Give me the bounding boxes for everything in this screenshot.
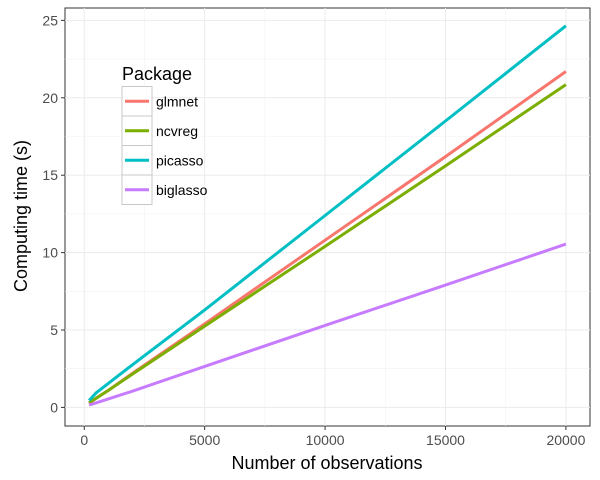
legend-label-picasso: picasso — [156, 152, 204, 168]
y-axis-title: Computing time (s) — [11, 140, 31, 292]
legend-label-ncvreg: ncvreg — [156, 123, 198, 139]
x-tick-label: 10000 — [306, 432, 345, 448]
y-tick-label: 5 — [50, 322, 58, 338]
y-tick-label: 15 — [42, 167, 58, 183]
x-tick-label: 5000 — [189, 432, 220, 448]
series-line-ncvreg — [88, 83, 567, 405]
x-tick-label: 20000 — [546, 432, 585, 448]
series-line-biglasso — [88, 242, 567, 407]
x-axis-title: Number of observations — [231, 453, 422, 473]
y-tick-label: 25 — [42, 12, 58, 28]
y-tick-label: 20 — [42, 90, 58, 106]
x-tick-label: 15000 — [426, 432, 465, 448]
y-tick-label: 0 — [50, 399, 58, 415]
legend-label-glmnet: glmnet — [156, 93, 198, 109]
legend-label-biglasso: biglasso — [156, 182, 208, 198]
series-line-picasso — [87, 24, 567, 402]
series-lines — [87, 24, 567, 407]
y-tick-label: 10 — [42, 245, 58, 261]
legend: Package glmnet ncvreg picasso biglasso — [121, 64, 208, 205]
axis-ticks: 0 5000 10000 15000 20000 0 5 10 15 20 25 — [42, 12, 585, 448]
legend-title: Package — [122, 64, 192, 84]
x-tick-label: 0 — [80, 432, 88, 448]
